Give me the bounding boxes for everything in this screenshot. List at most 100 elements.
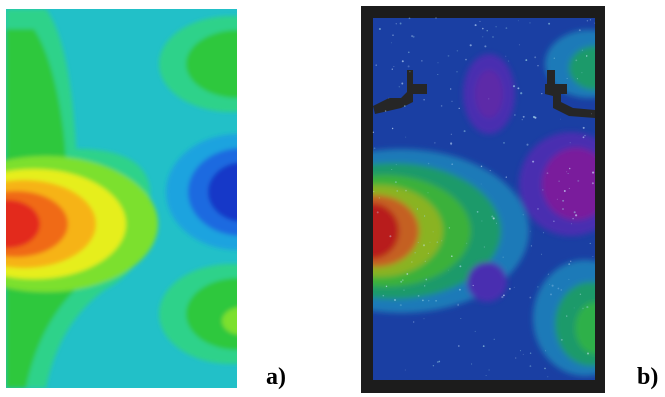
speckle-dot	[509, 288, 511, 290]
speckle-dot	[474, 24, 477, 27]
lower-right-green-inner	[186, 278, 237, 350]
speckle-dot	[572, 217, 574, 220]
speckle-dot	[425, 278, 428, 281]
speckle-dot	[407, 65, 410, 68]
speckle-dot	[559, 118, 561, 120]
speckle-dot	[476, 211, 479, 213]
speckle-dot	[584, 134, 586, 137]
speckle-dot	[513, 286, 515, 288]
speckle-dot	[404, 105, 406, 107]
speckle-dot	[448, 227, 451, 229]
speckle-dot	[393, 65, 395, 67]
b-purple-bottom	[467, 262, 507, 302]
speckle-dot	[417, 295, 420, 297]
speckle-dot	[594, 22, 596, 24]
speckle-dot	[421, 60, 423, 62]
speckle-dot	[514, 114, 516, 116]
speckle-dot	[488, 369, 490, 371]
speckle-dot	[529, 22, 531, 24]
speckle-dot	[486, 30, 488, 32]
speckle-dot	[398, 86, 400, 88]
speckle-dot	[542, 232, 544, 234]
speckle-dot	[542, 189, 544, 191]
speckle-dot	[472, 284, 474, 287]
speckle-dot	[416, 208, 419, 210]
lower-right-lightgreen	[222, 307, 237, 335]
speckle-dot	[589, 19, 591, 21]
speckle-dot	[586, 306, 589, 309]
speckle-dot	[582, 307, 584, 310]
speckle-dot	[399, 22, 402, 25]
speckle-dot	[568, 263, 571, 266]
speckle-dot	[548, 22, 551, 25]
speckle-dot	[566, 171, 568, 173]
speckle-dot	[450, 142, 453, 145]
speckle-dot	[515, 357, 517, 359]
speckle-dot	[512, 85, 516, 88]
speckle-dot	[427, 192, 429, 194]
speckle-dot	[451, 255, 453, 257]
speckle-dot	[458, 107, 460, 110]
speckle-dot	[534, 56, 537, 59]
speckle-dot	[405, 136, 407, 138]
speckle-dot	[522, 214, 524, 216]
speckle-dot	[372, 131, 375, 133]
speckle-dot	[427, 252, 429, 254]
b-mount-brackets	[373, 70, 595, 118]
speckle-dot	[382, 294, 385, 297]
speckle-dot	[436, 241, 439, 243]
speckle-dot	[549, 283, 551, 285]
speckle-dot	[495, 26, 497, 28]
speckle-dot	[547, 376, 549, 378]
speckle-dot	[432, 231, 434, 233]
speckle-dot	[522, 353, 524, 355]
speckle-dot	[390, 42, 392, 44]
speckle-dot	[568, 278, 570, 280]
speckle-dot	[575, 59, 578, 62]
speckle-dot	[556, 198, 558, 200]
speckle-dot	[401, 60, 404, 63]
speckle-dot	[407, 51, 410, 54]
speckle-dot	[563, 190, 566, 192]
speckle-dot	[389, 235, 392, 238]
speckle-dot	[423, 215, 426, 217]
speckle-dot	[401, 82, 404, 85]
speckle-dot	[547, 273, 549, 275]
speckle-dot	[401, 279, 404, 281]
b-red-core	[373, 203, 399, 259]
speckle-dot	[373, 190, 375, 193]
speckle-dot	[384, 110, 387, 112]
speckle-dot	[492, 217, 495, 220]
speckle-dot	[423, 99, 425, 101]
speckle-dot	[385, 285, 388, 288]
speckle-dot	[447, 55, 450, 57]
speckle-dot	[436, 361, 439, 363]
speckle-dot	[573, 307, 575, 309]
speckle-dot	[378, 197, 381, 199]
speckle-dot	[518, 44, 520, 46]
speckle-dot	[396, 190, 398, 192]
speckle-dot	[591, 182, 594, 185]
speckle-dot	[541, 253, 542, 255]
speckle-dot	[589, 242, 591, 244]
speckle-dot	[553, 220, 555, 222]
speckle-dot	[484, 45, 487, 48]
speckle-dot	[492, 36, 494, 38]
speckle-dot	[501, 296, 504, 299]
speckle-dot	[521, 119, 523, 121]
speckle-dot	[406, 273, 409, 275]
speckle-dot	[502, 256, 504, 259]
speckle-dot	[560, 289, 563, 291]
speckle-dot	[457, 303, 459, 305]
b-upper-right-green	[569, 46, 595, 90]
b-left-bracket	[373, 70, 427, 114]
speckle-dot	[587, 352, 589, 355]
speckle-dot	[480, 165, 483, 168]
panel-a-caption: a)	[266, 364, 286, 390]
speckle-dot	[525, 59, 528, 62]
speckle-dot	[459, 265, 462, 268]
speckle-dot	[457, 345, 460, 347]
speckle-dot	[577, 179, 580, 182]
simulation-contour-plot	[6, 9, 237, 388]
measured-contour-plot	[361, 6, 605, 393]
